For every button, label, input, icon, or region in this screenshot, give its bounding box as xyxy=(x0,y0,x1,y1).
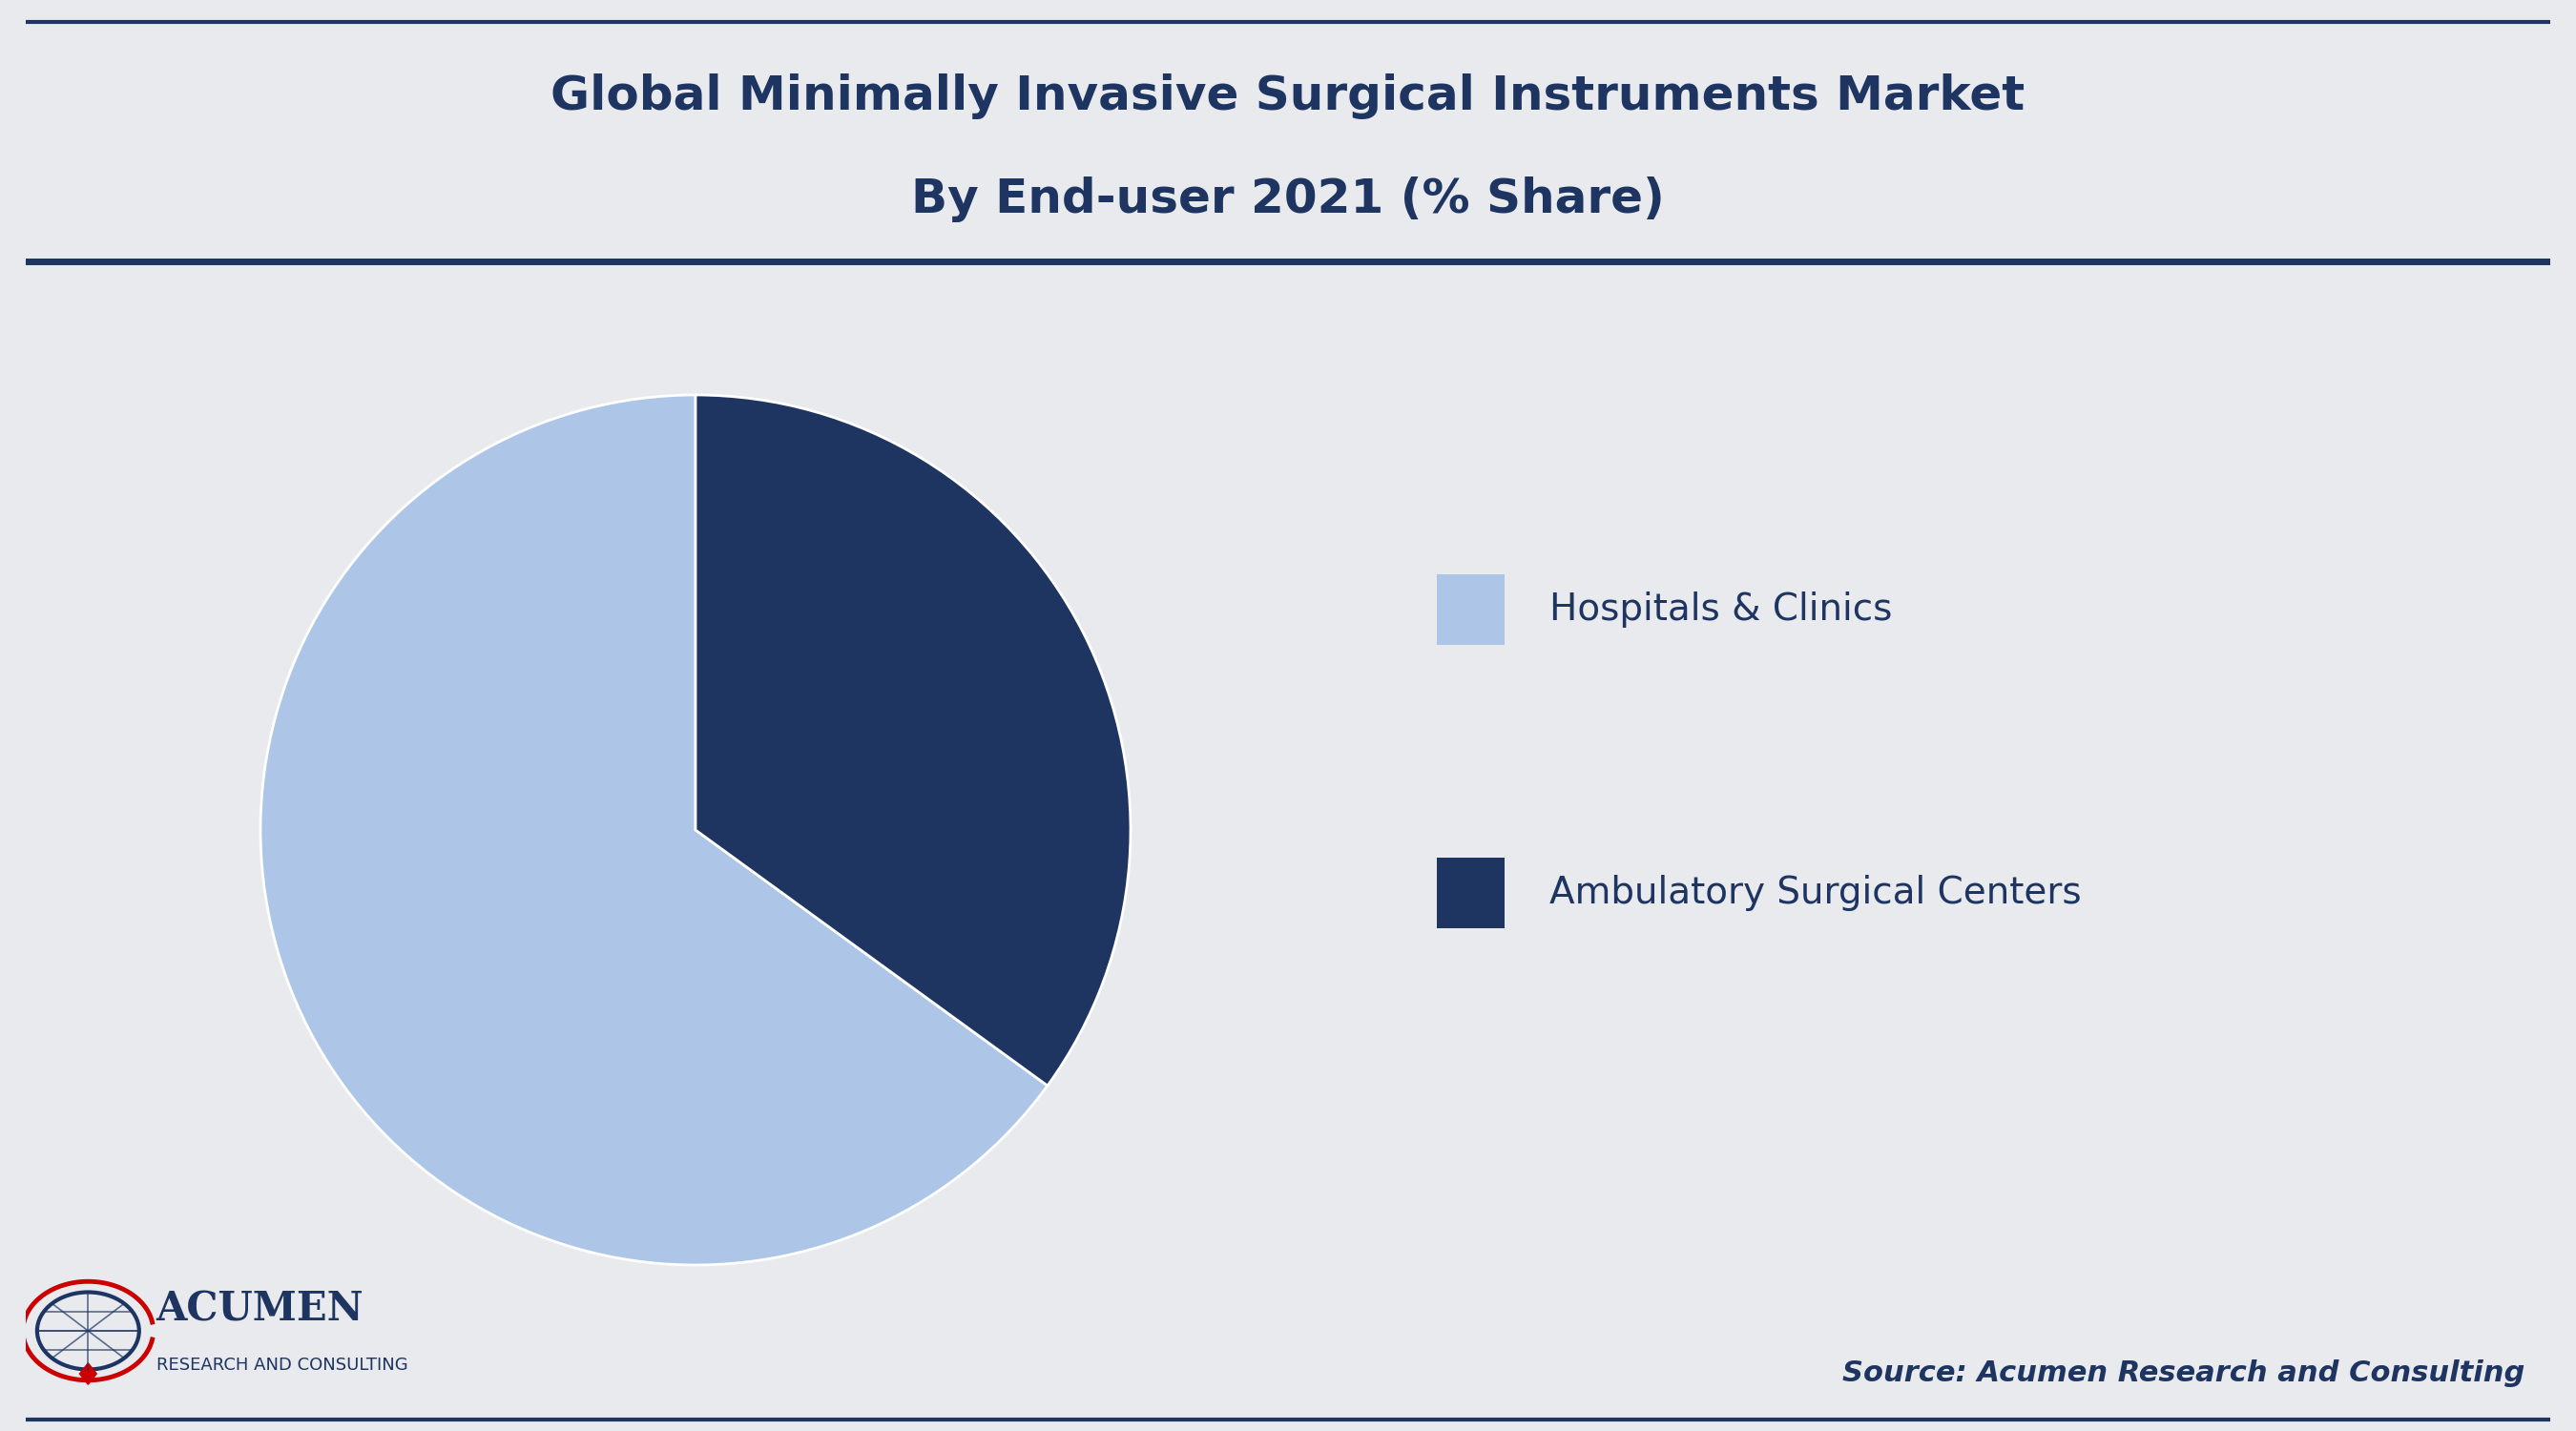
Text: Ambulatory Surgical Centers: Ambulatory Surgical Centers xyxy=(1551,874,2081,912)
Bar xyxy=(1437,857,1504,929)
Text: Hospitals & Clinics: Hospitals & Clinics xyxy=(1551,591,1893,628)
Bar xyxy=(1437,574,1504,645)
Wedge shape xyxy=(696,395,1131,1086)
Text: Global Minimally Invasive Surgical Instruments Market: Global Minimally Invasive Surgical Instr… xyxy=(551,74,2025,120)
Text: Source: Acumen Research and Consulting: Source: Acumen Research and Consulting xyxy=(1842,1359,2524,1388)
Text: ACUMEN: ACUMEN xyxy=(157,1289,363,1329)
Text: RESEARCH AND CONSULTING: RESEARCH AND CONSULTING xyxy=(157,1357,407,1374)
Text: By End-user 2021 (% Share): By End-user 2021 (% Share) xyxy=(912,177,1664,223)
Polygon shape xyxy=(80,1362,98,1385)
Wedge shape xyxy=(260,395,1048,1265)
